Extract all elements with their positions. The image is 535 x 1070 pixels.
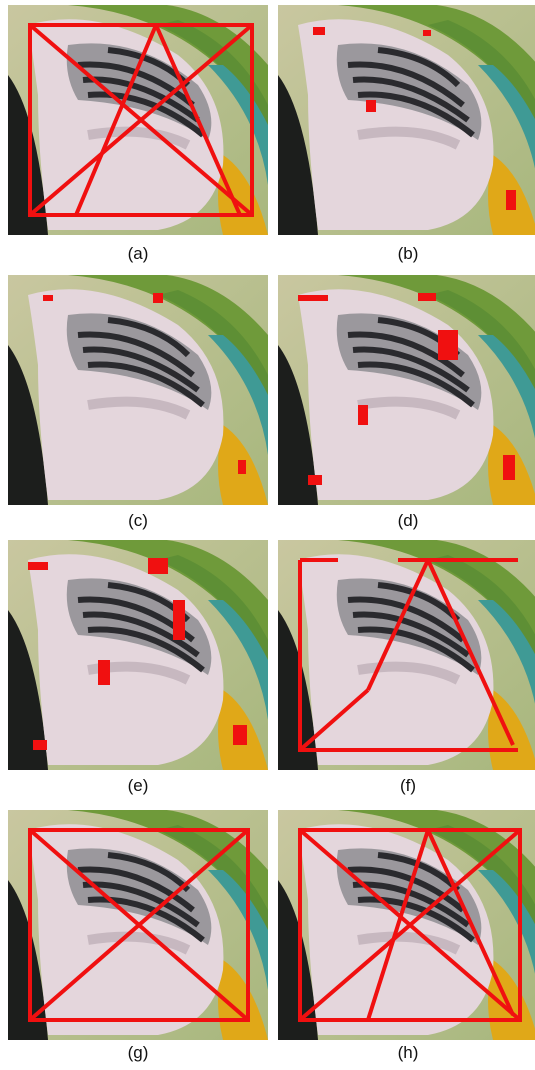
image-panel <box>8 275 268 505</box>
caption: (d) <box>278 511 535 531</box>
figure: (a) (b) (c) (d) (e) (f) (g) (h) <box>0 0 535 1070</box>
image-panel <box>8 5 268 235</box>
caption: (c) <box>8 511 268 531</box>
image-panel <box>278 810 535 1040</box>
image-panel <box>8 810 268 1040</box>
image-panel <box>8 540 268 770</box>
caption: (f) <box>278 776 535 796</box>
caption: (e) <box>8 776 268 796</box>
caption: (h) <box>278 1043 535 1063</box>
caption: (g) <box>8 1043 268 1063</box>
image-panel <box>278 540 535 770</box>
caption: (a) <box>8 244 268 264</box>
image-panel <box>278 5 535 235</box>
caption: (b) <box>278 244 535 264</box>
image-panel <box>278 275 535 505</box>
